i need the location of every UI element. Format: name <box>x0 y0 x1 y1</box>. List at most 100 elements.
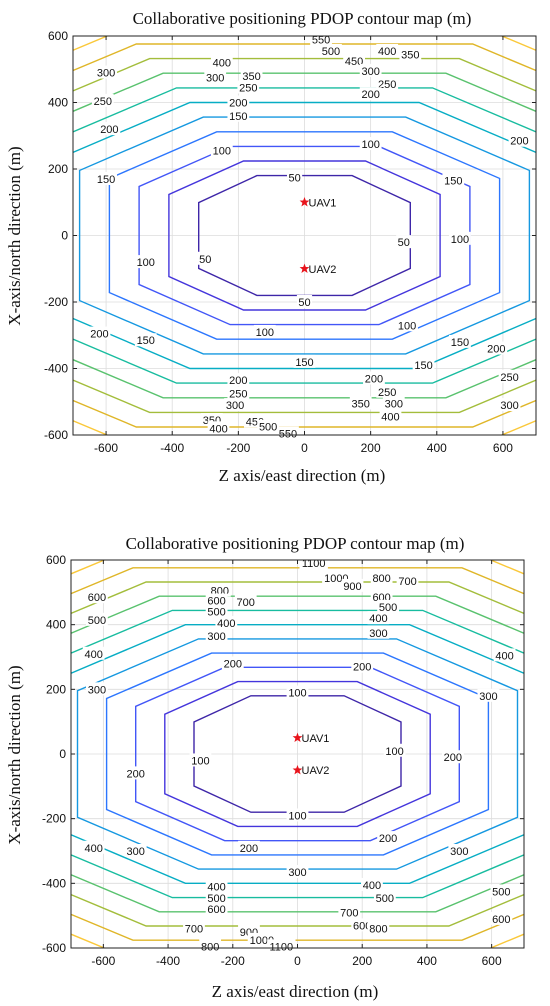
x-axis-label: Z axis/east direction (m) <box>219 466 386 485</box>
contour-label: 100 <box>361 139 379 151</box>
contour-label-bg <box>205 593 228 607</box>
contour-label-bg <box>382 396 405 410</box>
x-tick-label: -200 <box>221 954 245 968</box>
uav-marker-label: UAV1 <box>302 733 330 745</box>
contour-line-700 <box>71 609 524 899</box>
contour-label-bg <box>376 77 399 91</box>
y-tick-label: -400 <box>42 876 66 890</box>
y-tick-label: 400 <box>46 618 66 632</box>
contour-label: 350 <box>242 71 260 83</box>
y-tick-label: 400 <box>48 96 68 110</box>
contour-line-200 <box>164 680 431 828</box>
contour-lines <box>71 560 524 948</box>
contour-label: 500 <box>207 893 225 905</box>
contour-label-bg <box>205 879 228 893</box>
x-tick-label: -400 <box>160 441 184 455</box>
contour-label-bg <box>498 398 521 412</box>
contour-label: 500 <box>379 602 397 614</box>
contour-label-bg <box>320 43 342 57</box>
contour-label-bg <box>237 80 260 94</box>
contour-label: 200 <box>444 752 462 764</box>
contour-line-900 <box>71 581 524 927</box>
contour-label: 450 <box>345 56 363 68</box>
x-tick-label: 400 <box>417 954 437 968</box>
contour-label-bg <box>134 333 157 347</box>
contour-label-bg <box>370 570 393 584</box>
contour-label-bg <box>205 604 228 618</box>
contour-label: 500 <box>492 886 510 898</box>
contour-label: 300 <box>127 846 145 858</box>
uav-marker-star-icon <box>292 732 303 742</box>
contour-label-bg <box>91 93 114 107</box>
contour-label: 500 <box>259 422 277 434</box>
contour-label-bg <box>399 47 422 61</box>
contour-label-bg <box>286 685 309 699</box>
contour-label-bg <box>293 354 316 368</box>
y-tick-label: -400 <box>44 362 68 376</box>
contour-label-bg <box>85 590 108 604</box>
contour-label: 550 <box>279 428 297 440</box>
contour-label-bg <box>363 371 385 385</box>
contour-label: 550 <box>312 34 330 46</box>
contour-label: 300 <box>226 400 244 412</box>
contour-label-bg <box>85 682 108 696</box>
contour-label-bg <box>377 599 399 613</box>
contour-label-bg <box>359 63 382 77</box>
contour-line-100 <box>168 160 441 311</box>
contour-label-bg <box>205 890 228 904</box>
uav-marker-label: UAV2 <box>302 765 330 777</box>
contour-label: 350 <box>401 49 419 61</box>
contour-label-bg <box>449 231 471 245</box>
contour-label-bg <box>82 840 105 854</box>
contour-label: 600 <box>207 595 225 607</box>
contour-label: 300 <box>450 846 468 858</box>
contour-label-bg <box>227 95 250 109</box>
contour-label-bg <box>485 341 508 355</box>
contour-label-bg <box>376 384 399 398</box>
contour-label-bg <box>267 939 296 953</box>
contour-label: 800 <box>201 941 219 953</box>
contour-label: 200 <box>90 329 108 341</box>
y-tick-label: 0 <box>59 747 66 761</box>
contour-label-bg <box>207 421 230 435</box>
contour-label-bg <box>396 318 418 332</box>
contour-label: 400 <box>207 882 225 894</box>
contour-label: 250 <box>500 372 518 384</box>
contour-label-bg <box>134 255 157 269</box>
contour-label: 400 <box>369 613 387 625</box>
contour-label: 500 <box>207 607 225 619</box>
contour-label-bg <box>124 766 147 780</box>
contour-label: 100 <box>385 746 403 758</box>
contour-label-bg <box>257 419 280 433</box>
y-tick-label: -200 <box>42 812 66 826</box>
uav-marker-label: UAV1 <box>309 197 337 209</box>
contour-label: 800 <box>372 573 390 585</box>
contour-label: 300 <box>88 684 106 696</box>
contour-label: 150 <box>97 174 115 186</box>
contour-label-bg <box>448 844 471 857</box>
contour-label-bg <box>85 612 108 626</box>
contour-line-500 <box>73 43 536 428</box>
contour-label: 400 <box>363 880 381 892</box>
contour-line-400 <box>105 652 490 856</box>
contour-label-bg <box>277 426 299 440</box>
contour-label: 200 <box>361 89 379 101</box>
contour-line-450 <box>73 57 536 414</box>
y-tick-label: 600 <box>46 553 66 567</box>
contour-label: 200 <box>379 833 397 845</box>
contour-label: 300 <box>288 867 306 879</box>
contour-label: 400 <box>213 58 231 70</box>
contour-chart-bottom: Collaborative positioning PDOP contour m… <box>5 534 525 1001</box>
contour-line-50 <box>198 174 411 297</box>
contour-label-bg <box>296 295 313 308</box>
contour-label: 100 <box>398 320 416 332</box>
contour-label-bg <box>221 656 244 670</box>
y-tick-label: 0 <box>61 229 68 243</box>
contour-label-bg <box>224 398 246 412</box>
contour-label-bg <box>88 326 111 340</box>
uav-markers: UAV1 UAV2 <box>299 197 337 276</box>
y-tick-label: -600 <box>44 428 68 442</box>
contour-label: 100 <box>256 327 274 339</box>
contour-label: 300 <box>369 628 387 640</box>
